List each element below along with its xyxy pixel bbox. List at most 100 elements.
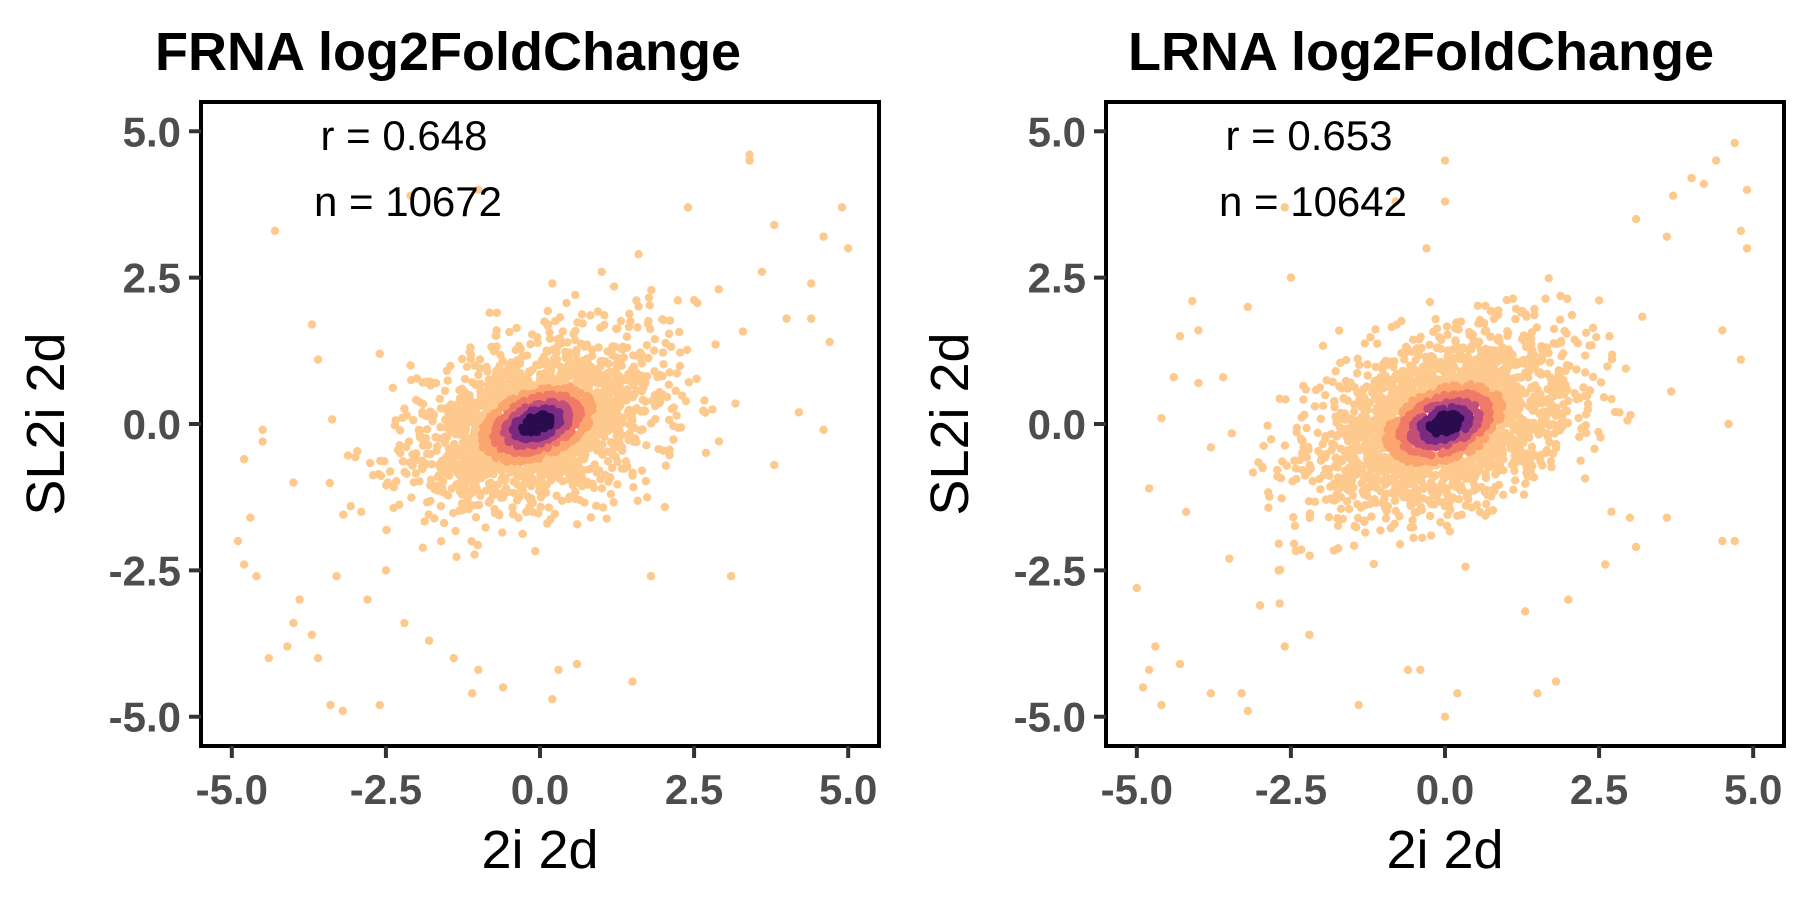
- data-point: [1318, 401, 1328, 411]
- data-point: [1687, 173, 1696, 183]
- data-point: [1607, 394, 1616, 404]
- data-point: [474, 500, 484, 510]
- data-point: [1255, 601, 1265, 610]
- data-point: [1390, 519, 1399, 529]
- data-point: [418, 543, 428, 552]
- data-point: [1480, 327, 1489, 336]
- count-annotation: n = 10642: [1219, 178, 1407, 225]
- data-point: [714, 285, 723, 294]
- data-point: [1157, 413, 1166, 423]
- data-point: [558, 327, 568, 336]
- data-point: [1333, 521, 1343, 530]
- data-point: [1564, 595, 1573, 604]
- data-point: [1389, 362, 1398, 372]
- data-point: [1419, 382, 1429, 392]
- data-point: [1699, 179, 1709, 189]
- data-point: [1302, 453, 1311, 462]
- data-point: [1452, 511, 1462, 521]
- data-point: [523, 492, 533, 501]
- data-point: [1443, 330, 1452, 339]
- data-point: [424, 636, 434, 645]
- data-point: [395, 426, 405, 435]
- data-point: [307, 320, 317, 329]
- data-point: [1321, 434, 1330, 443]
- data-point: [1345, 504, 1354, 514]
- data-point: [1486, 306, 1496, 316]
- data-point: [644, 293, 654, 302]
- data-point: [1304, 496, 1314, 506]
- data-point: [498, 683, 508, 692]
- x-tick-label: -2.5: [350, 766, 422, 813]
- data-point: [1440, 418, 1449, 428]
- data-point: [1273, 465, 1282, 475]
- data-point: [307, 630, 317, 639]
- data-point: [258, 437, 267, 446]
- y-tick-label: -2.5: [109, 547, 181, 594]
- data-point: [645, 324, 655, 334]
- data-point: [1426, 478, 1435, 487]
- y-tick-label: -5.0: [109, 694, 181, 741]
- data-point: [1291, 464, 1301, 473]
- data-point: [622, 332, 632, 341]
- data-point: [1286, 273, 1296, 282]
- data-point: [1555, 315, 1565, 324]
- data-point: [1484, 507, 1493, 516]
- data-point: [1481, 301, 1490, 310]
- data-point: [398, 457, 408, 466]
- data-point: [395, 500, 404, 509]
- data-point: [1361, 528, 1370, 537]
- data-point: [1567, 310, 1577, 320]
- data-point: [1575, 432, 1584, 442]
- data-point: [1280, 203, 1289, 212]
- data-point: [1321, 390, 1330, 400]
- data-point: [1425, 297, 1435, 307]
- data-point: [400, 404, 409, 413]
- data-point: [1376, 526, 1385, 535]
- data-point: [1289, 513, 1298, 522]
- data-point: [1343, 384, 1352, 393]
- data-point: [536, 502, 545, 512]
- data-point: [462, 362, 472, 371]
- data-point: [357, 507, 366, 517]
- data-point: [633, 496, 642, 506]
- data-point: [1305, 509, 1315, 518]
- data-point: [326, 700, 335, 710]
- data-point: [819, 232, 828, 241]
- data-point: [642, 493, 652, 502]
- data-point: [1417, 533, 1427, 543]
- data-point: [1545, 358, 1555, 367]
- data-point: [590, 460, 600, 469]
- data-point: [1519, 490, 1529, 499]
- data-point: [1305, 551, 1314, 560]
- data-point: [1277, 494, 1286, 503]
- data-point: [1489, 314, 1499, 324]
- data-point: [770, 460, 779, 470]
- data-point: [1334, 544, 1343, 553]
- data-point: [471, 513, 481, 522]
- data-point: [437, 537, 446, 546]
- data-point: [672, 411, 681, 420]
- data-point: [522, 351, 532, 360]
- data-point: [629, 351, 638, 360]
- data-point: [1237, 689, 1246, 698]
- data-point: [258, 425, 267, 435]
- data-point: [1313, 428, 1322, 438]
- data-point: [1730, 536, 1739, 546]
- data-point: [1580, 474, 1590, 483]
- data-point: [609, 498, 618, 507]
- data-point: [621, 457, 631, 466]
- data-point: [1581, 368, 1590, 377]
- data-point: [1341, 356, 1351, 365]
- y-axis-label: SL2i 2d: [16, 332, 76, 515]
- data-point: [586, 311, 595, 320]
- data-point: [1549, 338, 1559, 348]
- data-point: [1169, 372, 1179, 382]
- data-point: [433, 442, 442, 451]
- data-point: [508, 503, 517, 512]
- data-point: [1581, 351, 1590, 360]
- data-point: [607, 463, 617, 473]
- data-point: [738, 327, 748, 336]
- data-point: [475, 364, 485, 373]
- data-point: [1348, 491, 1358, 500]
- y-tick-label: 2.5: [1028, 255, 1086, 302]
